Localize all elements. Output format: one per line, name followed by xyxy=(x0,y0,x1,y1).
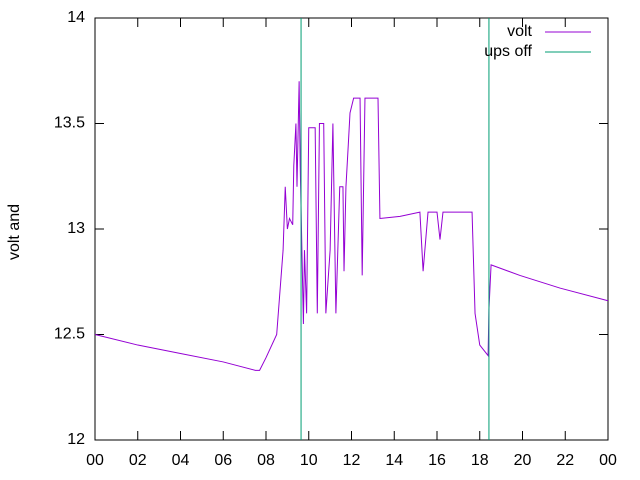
volt-line xyxy=(94,81,609,371)
x-tick-label: 16 xyxy=(428,452,446,469)
x-tick-label: 08 xyxy=(257,452,275,469)
y-tick-label: 13 xyxy=(67,220,85,237)
legend-label: volt xyxy=(507,23,532,40)
y-tick-label: 14 xyxy=(67,9,85,26)
plot-frame xyxy=(94,17,609,441)
y-axis-label: volt and xyxy=(6,204,23,260)
x-tick-label: 12 xyxy=(343,452,361,469)
legend-label: ups off xyxy=(484,43,532,60)
x-tick-label: 14 xyxy=(385,452,403,469)
x-tick-label: 20 xyxy=(514,452,532,469)
y-tick-label: 12.5 xyxy=(54,326,85,343)
x-tick-label: 00 xyxy=(599,452,617,469)
x-tick-label: 04 xyxy=(172,452,190,469)
x-tick-label: 06 xyxy=(214,452,232,469)
x-tick-label: 10 xyxy=(300,452,318,469)
y-tick-label: 12 xyxy=(67,431,85,448)
x-tick-label: 00 xyxy=(86,452,104,469)
y-tick-label: 13.5 xyxy=(54,115,85,132)
x-tick-label: 02 xyxy=(129,452,147,469)
x-tick-label: 18 xyxy=(471,452,489,469)
x-tick-label: 22 xyxy=(556,452,574,469)
